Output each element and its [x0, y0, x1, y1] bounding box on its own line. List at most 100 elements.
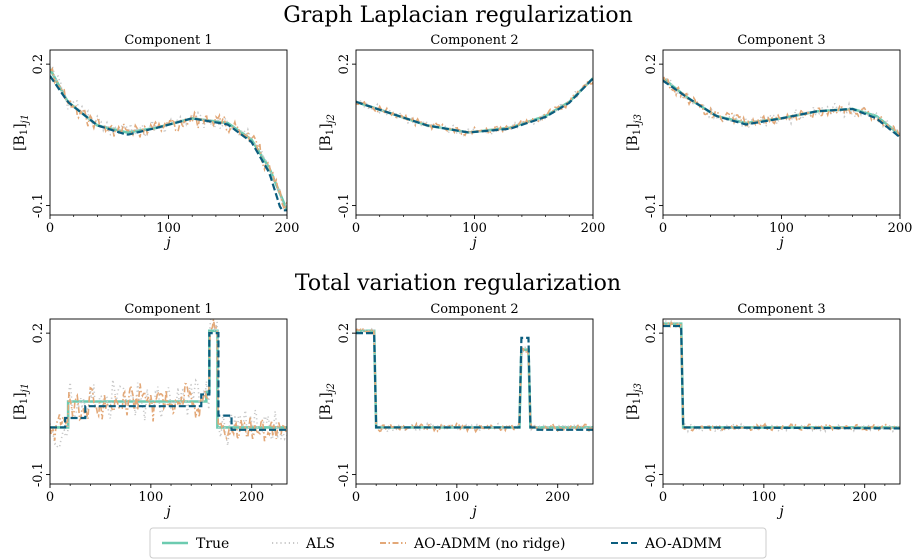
series-ao-admm-no-ridge-line [663, 76, 900, 139]
x-tick-label: 100 [444, 490, 469, 505]
legend-label: ALS [305, 536, 335, 552]
y-axis-label: [B1]j2 [318, 114, 337, 151]
axes-frame [49, 318, 288, 485]
panel-title: Component 1 [124, 33, 212, 48]
panel-5: Component 2 0 100 200 -0.1 0.2 j [B1]j2 [318, 302, 594, 520]
y-tick-label: -0.1 [31, 193, 46, 218]
x-axis-label: j [163, 235, 171, 251]
panel-title: Component 1 [124, 302, 212, 317]
y-tick-label: 0.2 [31, 323, 46, 344]
x-tick-label: 0 [659, 221, 667, 236]
series-true-line [663, 77, 900, 136]
x-tick-label: 200 [545, 490, 570, 505]
series-ao-admm-line [356, 332, 593, 431]
legend-item-als: ALS [272, 536, 335, 552]
panel-title: Component 2 [430, 33, 518, 48]
series-group [663, 319, 900, 434]
y-tick-label: -0.1 [337, 462, 352, 487]
legend-box [149, 527, 767, 559]
series-true-line [663, 322, 900, 429]
x-axis-label: j [776, 235, 784, 251]
x-tick-label: 100 [156, 221, 181, 236]
panel-6: Component 3 0 100 200 -0.1 0.2 j [B1]j3 [625, 302, 901, 520]
panel-title: Component 3 [737, 33, 825, 48]
series-ao-admm-no-ridge-line [663, 320, 900, 432]
series-group [356, 326, 593, 435]
series-ao-admm-line [50, 332, 287, 431]
series-group [50, 319, 287, 449]
x-tick-label: 200 [888, 221, 913, 236]
series-ao-admm-line [663, 324, 900, 430]
y-tick-label: 0.2 [337, 54, 352, 75]
x-tick-label: 0 [46, 490, 54, 505]
axes-frame [662, 49, 901, 216]
x-tick-label: 0 [659, 490, 667, 505]
x-tick-label: 100 [462, 221, 487, 236]
x-axis-label: j [469, 504, 477, 520]
panel-3: Component 3 0 100 200 -0.1 0.2 j [B1]j3 [625, 33, 912, 251]
series-ao-admm-line [356, 77, 593, 134]
panel-1: Component 1 0 100 200 -0.1 0.2 j [B1]j1 [12, 33, 299, 251]
y-tick-label: 0.2 [644, 323, 659, 344]
y-tick-label: -0.1 [644, 462, 659, 487]
y-axis-label: [B1]j2 [318, 383, 337, 420]
y-tick-label: 0.2 [337, 323, 352, 344]
x-tick-label: 200 [239, 490, 264, 505]
legend-label: AO-ADMM (no ridge) [413, 536, 565, 552]
series-ao-admm-no-ridge-line [356, 78, 593, 137]
x-axis-label: j [776, 504, 784, 520]
series-true-line [50, 329, 287, 429]
legend: True ALS AO-ADMM (no ridge) AO-ADMM [149, 527, 767, 559]
series-group [50, 64, 287, 212]
series-group [356, 77, 593, 137]
y-axis-label: [B1]j3 [625, 114, 644, 151]
series-als-line [356, 326, 593, 435]
y-tick-label: 0.2 [31, 54, 46, 75]
panel-4: Component 1 0 100 200 -0.1 0.2 j [B1]j1 [12, 302, 288, 520]
panel-title: Component 2 [430, 302, 518, 317]
axes-frame [49, 49, 288, 216]
legend-label: AO-ADMM [644, 536, 722, 552]
series-true-line [50, 68, 287, 211]
y-axis-label: [B1]j1 [12, 114, 31, 151]
series-als-line [663, 319, 900, 434]
subplot-grid: Component 10 100 200-0.10.2j[B1]j1Componen… [12, 33, 912, 520]
series-true-line [356, 77, 593, 134]
row-title-graph-laplacian: Graph Laplacian regularization [283, 3, 633, 28]
legend-item-ao-admm: AO-ADMM [611, 536, 722, 552]
panel-title: Component 3 [737, 302, 825, 317]
row-title-total-variation: Total variation regularization [295, 271, 621, 296]
x-tick-label: 0 [352, 490, 360, 505]
y-axis-label: [B1]j1 [12, 383, 31, 420]
y-tick-label: -0.1 [644, 193, 659, 218]
x-axis-label: j [469, 235, 477, 251]
series-ao-admm-line [50, 75, 287, 212]
x-tick-label: 100 [138, 490, 163, 505]
y-tick-label: 0.2 [644, 54, 659, 75]
series-ao-admm-no-ridge-line [50, 319, 287, 442]
axes-frame [355, 318, 594, 485]
x-tick-label: 100 [769, 221, 794, 236]
series-ao-admm-line [663, 79, 900, 139]
series-als-line [50, 64, 287, 209]
legend-label: True [196, 536, 229, 552]
y-tick-label: -0.1 [337, 193, 352, 218]
series-als-line [50, 319, 287, 449]
panel-2: Component 2 0 100 200 -0.1 0.2 j [B1]j2 [318, 33, 605, 251]
axes-frame [662, 318, 901, 485]
series-ao-admm-no-ridge-line [356, 328, 593, 434]
series-ao-admm-no-ridge-line [50, 66, 287, 212]
y-axis-label: [B1]j3 [625, 383, 644, 420]
legend-item-true: True [162, 536, 229, 552]
x-axis-label: j [163, 504, 171, 520]
x-tick-label: 0 [352, 221, 360, 236]
series-true-line [356, 329, 593, 429]
series-group [663, 76, 900, 139]
y-tick-label: -0.1 [31, 462, 46, 487]
x-tick-label: 200 [852, 490, 877, 505]
x-tick-label: 0 [46, 221, 54, 236]
legend-item-ao-admm-no-ridge: AO-ADMM (no ridge) [380, 536, 565, 552]
x-tick-label: 100 [751, 490, 776, 505]
x-tick-label: 200 [581, 221, 606, 236]
